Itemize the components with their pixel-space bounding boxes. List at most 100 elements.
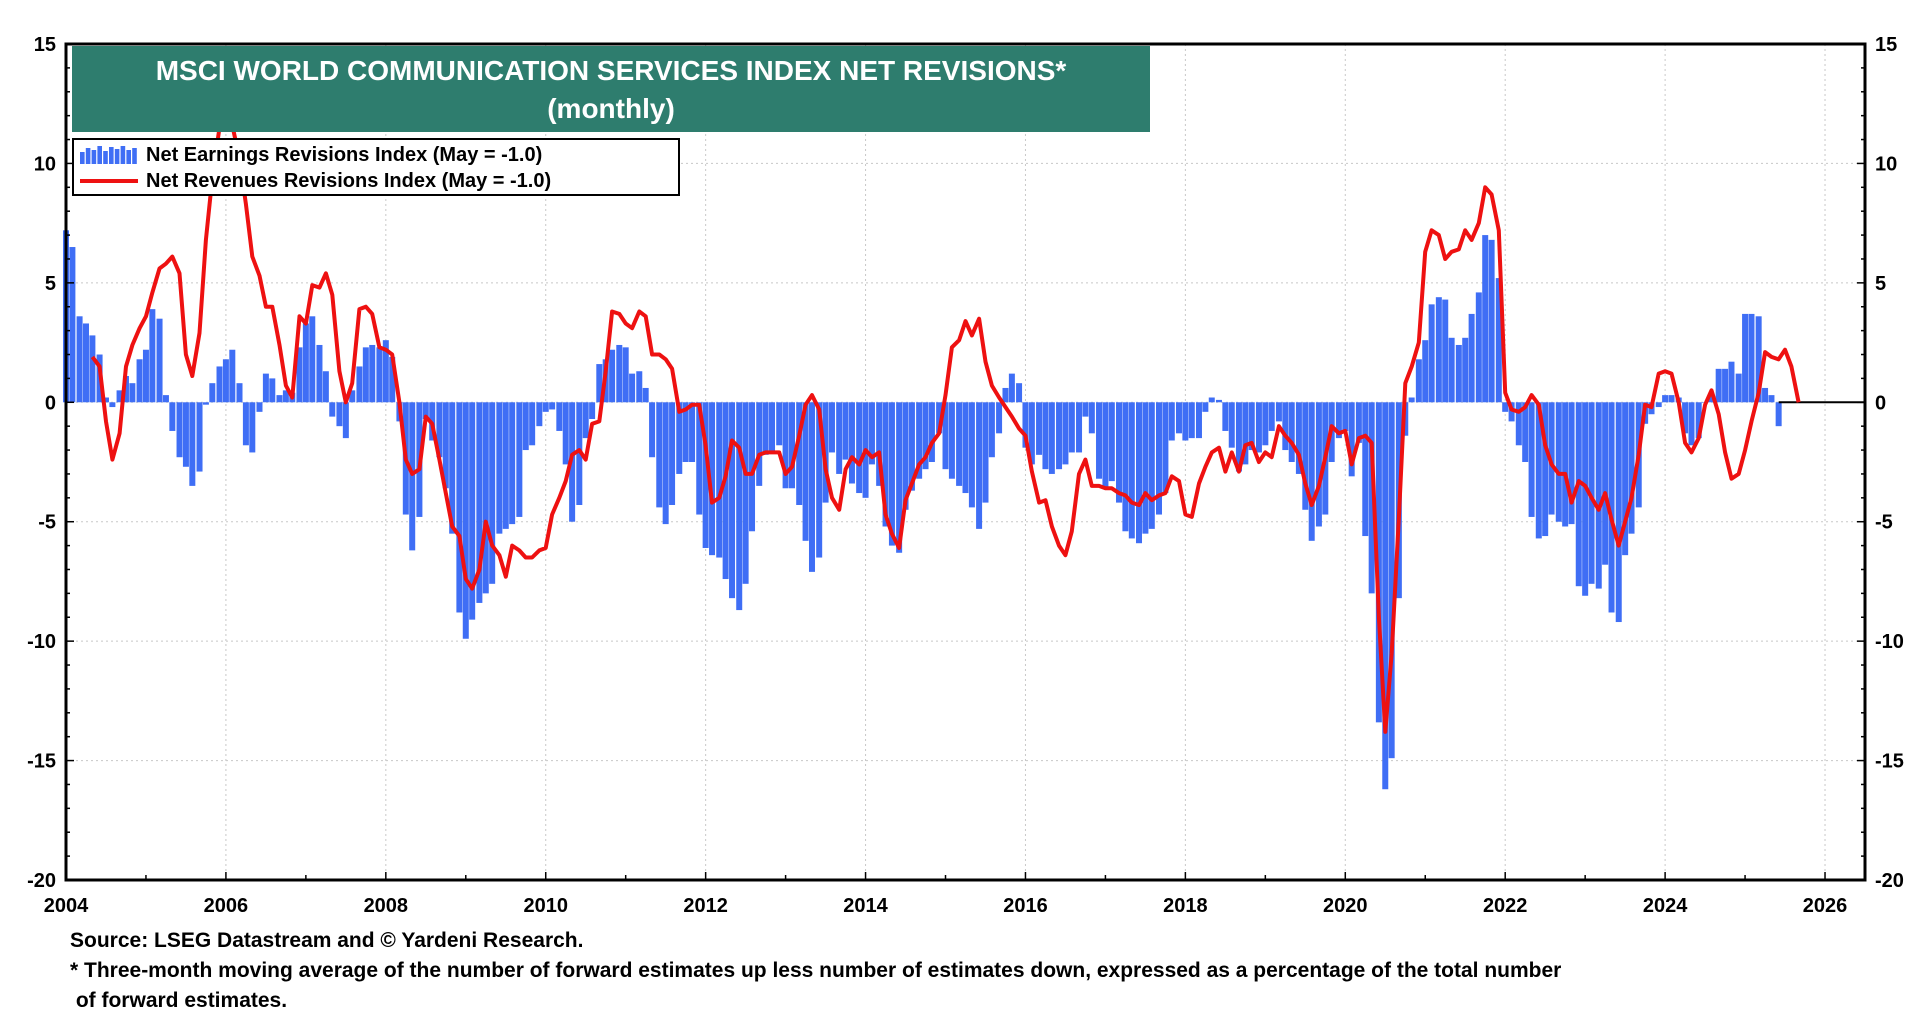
earnings-bar <box>516 402 523 517</box>
earnings-bar <box>1522 402 1529 462</box>
earnings-bar <box>1096 402 1103 479</box>
earnings-bar <box>389 356 396 403</box>
earnings-bar <box>1142 402 1149 534</box>
earnings-bar <box>1056 402 1063 470</box>
plot-frame <box>64 42 1867 882</box>
earnings-bar <box>1208 397 1215 403</box>
earnings-bar <box>1428 304 1435 403</box>
earnings-bar <box>642 387 649 403</box>
earnings-bar <box>922 402 929 470</box>
y-tick-label-right: -15 <box>1875 751 1904 773</box>
earnings-bar <box>309 316 316 403</box>
legend-label-revenues: Net Revenues Revisions Index (May = -1.0… <box>146 170 552 192</box>
earnings-bar <box>496 402 503 534</box>
y-tick-label-left: -10 <box>27 631 56 653</box>
earnings-bar <box>1275 402 1282 422</box>
earnings-bar <box>1036 402 1043 455</box>
earnings-bar <box>222 359 229 403</box>
earnings-bar <box>1062 402 1069 465</box>
earnings-bar <box>1195 402 1202 439</box>
earnings-bar <box>529 402 536 446</box>
earnings-bar <box>636 371 643 403</box>
earnings-bar <box>1535 402 1542 539</box>
earnings-bar <box>1235 402 1242 472</box>
earnings-bar <box>449 402 456 534</box>
earnings-bar <box>1136 402 1143 544</box>
earnings-bar <box>882 402 889 527</box>
earnings-bar <box>1668 395 1675 403</box>
earnings-bar <box>336 402 343 427</box>
earnings-bar <box>1122 402 1129 532</box>
earnings-bar <box>702 402 709 548</box>
earnings-bar <box>556 402 563 431</box>
earnings-bar <box>376 347 383 403</box>
earnings-bar <box>322 371 329 403</box>
earnings-bar <box>196 402 203 472</box>
earnings-bar <box>1462 337 1469 403</box>
earnings-bar <box>276 395 283 403</box>
earnings-bar <box>828 402 835 453</box>
y-tick-label-left: 10 <box>34 153 56 175</box>
earnings-bar <box>589 402 596 420</box>
earnings-bar <box>1582 402 1589 596</box>
earnings-bar <box>742 402 749 584</box>
earnings-bar <box>1082 402 1089 417</box>
legend-bar-mark <box>132 148 137 164</box>
earnings-bar <box>156 318 163 403</box>
earnings-bar <box>1755 316 1762 403</box>
earnings-bar <box>236 383 243 403</box>
y-tick-label-left: 15 <box>34 34 56 56</box>
revenues-line <box>90 108 1801 734</box>
earnings-bar <box>1382 402 1389 790</box>
earnings-bar <box>69 247 76 403</box>
earnings-bar <box>936 402 943 434</box>
earnings-bar <box>1448 337 1455 403</box>
x-tick-label: 2008 <box>364 895 409 917</box>
earnings-bar <box>1268 402 1275 431</box>
earnings-bar <box>996 402 1003 434</box>
earnings-bar <box>382 340 389 403</box>
earnings-bar <box>1128 402 1135 539</box>
legend-bar-mark <box>126 150 131 164</box>
earnings-bar <box>962 402 969 494</box>
earnings-bar <box>756 402 763 486</box>
earnings-bar <box>162 395 169 403</box>
earnings-bar <box>189 402 196 486</box>
legend-bar-mark <box>103 151 108 164</box>
earnings-bar <box>182 402 189 467</box>
earnings-bar <box>1175 402 1182 434</box>
earnings-bar <box>836 402 843 474</box>
y-tick-label-left: -20 <box>27 870 56 892</box>
earnings-bar <box>296 347 303 403</box>
earnings-bar <box>1116 402 1123 503</box>
x-tick-label: 2010 <box>523 895 568 917</box>
earnings-bar <box>136 359 143 403</box>
earnings-bar <box>1355 402 1362 443</box>
earnings-bar <box>896 402 903 553</box>
earnings-bar <box>1468 313 1475 403</box>
earnings-bar <box>149 309 156 403</box>
earnings-bar <box>1455 344 1462 403</box>
earnings-bar <box>782 402 789 489</box>
earnings-bar <box>1242 402 1249 465</box>
earnings-bar <box>1342 402 1349 431</box>
earnings-bar <box>802 402 809 541</box>
y-tick-label-left: 0 <box>45 392 56 414</box>
earnings-bar <box>229 349 236 403</box>
earnings-bar <box>302 323 309 403</box>
earnings-bar <box>749 402 756 532</box>
earnings-bar <box>536 402 543 427</box>
earnings-bar <box>1048 402 1055 474</box>
earnings-bar <box>489 402 496 584</box>
earnings-bar <box>1615 402 1622 623</box>
y-tick-label-right: -10 <box>1875 631 1904 653</box>
x-tick-label: 2004 <box>44 895 89 917</box>
legend-bar-mark <box>97 146 102 164</box>
earnings-bar <box>649 402 656 458</box>
x-tick-label: 2016 <box>1003 895 1048 917</box>
y-tick-label-left: -5 <box>38 512 56 534</box>
earnings-bar <box>1308 402 1315 541</box>
y-tick-label-right: -20 <box>1875 870 1904 892</box>
earnings-bar <box>1215 399 1222 403</box>
earnings-bar <box>1508 402 1515 422</box>
